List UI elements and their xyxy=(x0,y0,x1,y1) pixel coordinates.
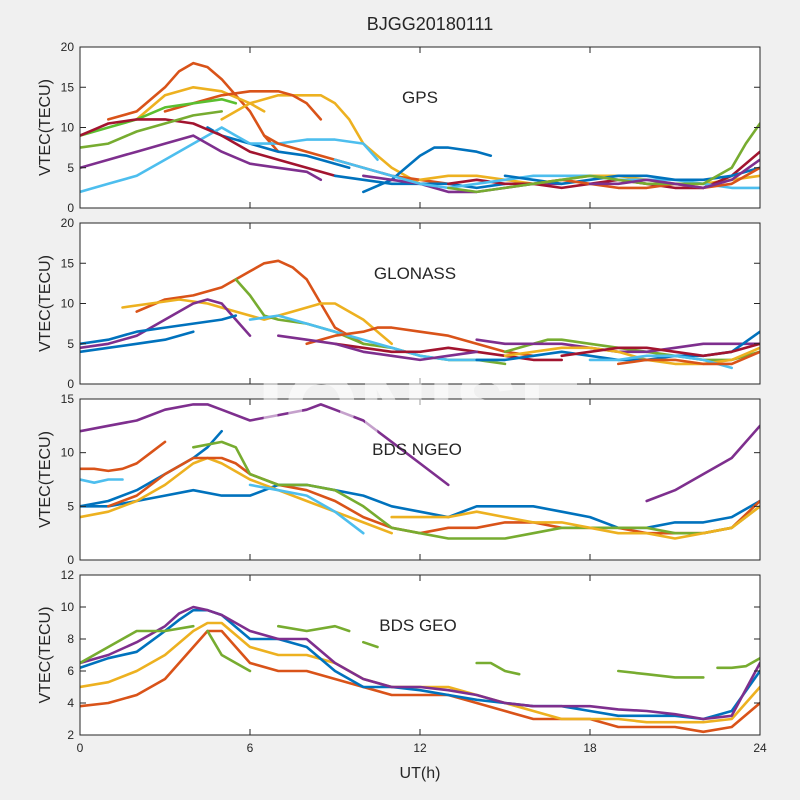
series-line-20 xyxy=(588,158,760,190)
plot-area xyxy=(80,47,760,208)
series-line-5 xyxy=(80,98,238,137)
series-line-8 xyxy=(192,440,760,540)
y-tick-label: 6 xyxy=(67,664,74,678)
series-line-7 xyxy=(362,640,379,649)
x-tick-label: 24 xyxy=(753,741,767,755)
series-line-8 xyxy=(475,661,521,676)
y-tick-label: 15 xyxy=(61,392,75,406)
watermark: IONISE xyxy=(257,354,582,461)
series-line-16 xyxy=(617,350,760,366)
y-tick-label: 15 xyxy=(61,80,75,94)
y-tick-label: 15 xyxy=(61,256,75,270)
series-line-7 xyxy=(80,134,323,182)
series-line-2 xyxy=(80,298,252,350)
series-line-2 xyxy=(80,440,167,473)
y-axis-label: VTEC(TECU) xyxy=(37,79,54,176)
y-axis-label: VTEC(TECU) xyxy=(37,607,54,704)
y-tick-label: 5 xyxy=(67,161,74,175)
y-tick-label: 4 xyxy=(67,696,74,710)
series-line-0 xyxy=(135,259,365,346)
series-line-9 xyxy=(617,669,705,679)
series-line-1 xyxy=(645,424,760,503)
y-tick-label: 10 xyxy=(61,297,75,311)
series-line-14 xyxy=(560,342,760,358)
y-tick-label: 10 xyxy=(61,600,75,614)
panel-label: GLONASS xyxy=(374,264,456,283)
series-line-6 xyxy=(248,314,507,362)
y-tick-label: 20 xyxy=(61,40,75,54)
panel-label: BDS GEO xyxy=(379,616,456,635)
panel-glonass: 0 5 10 15 20 VTEC(TECU) GLONASS xyxy=(37,216,761,391)
series-line-4 xyxy=(80,330,195,354)
series-line-4 xyxy=(80,624,195,665)
y-tick-label: 8 xyxy=(67,632,74,646)
series-line-19 xyxy=(447,122,760,194)
y-tick-label: 10 xyxy=(61,446,75,460)
y-tick-label: 5 xyxy=(67,499,74,513)
series-line-3 xyxy=(80,605,760,721)
series-line-1 xyxy=(121,298,393,346)
series-line-8 xyxy=(333,342,563,362)
series-line-6 xyxy=(80,126,379,194)
y-tick-label: 12 xyxy=(61,568,75,582)
series-line-3 xyxy=(80,314,238,346)
panel-label: GPS xyxy=(402,88,438,107)
y-tick-label: 20 xyxy=(61,216,75,230)
series-group xyxy=(80,403,760,540)
series-line-2 xyxy=(220,94,422,186)
y-tick-label: 0 xyxy=(67,377,74,391)
series-line-9 xyxy=(277,334,478,362)
plot-area xyxy=(80,575,760,735)
series-group xyxy=(80,605,760,734)
series-line-8 xyxy=(80,118,337,178)
series-line-9 xyxy=(248,483,365,535)
series-line-16 xyxy=(333,158,760,190)
panel-label: BDS NGEO xyxy=(372,440,462,459)
y-tick-label: 0 xyxy=(67,553,74,567)
series-line-3 xyxy=(80,478,124,484)
x-axis-label: UT(h) xyxy=(400,765,441,782)
series-group xyxy=(80,259,760,370)
series-line-0 xyxy=(80,403,450,487)
figure-title: BJGG20180111 xyxy=(367,14,493,34)
series-line-9 xyxy=(80,110,223,149)
x-tick-label: 0 xyxy=(77,741,84,755)
series-line-15 xyxy=(588,354,733,370)
y-tick-label: 2 xyxy=(67,728,74,742)
x-tick-label: 18 xyxy=(583,741,597,755)
series-line-10 xyxy=(716,656,760,670)
y-tick-label: 5 xyxy=(67,337,74,351)
series-line-0 xyxy=(107,61,280,153)
panel-bds-ngeo: 0 5 10 15 VTEC(TECU) BDS NGEO xyxy=(37,392,761,567)
y-axis-label: VTEC(TECU) xyxy=(37,431,54,528)
series-line-10 xyxy=(390,505,760,540)
series-line-1 xyxy=(135,86,266,121)
panel-gps: 0 5 10 15 20 VTEC(TECU) GPS xyxy=(37,40,761,215)
y-tick-label: 10 xyxy=(61,121,75,135)
series-line-5 xyxy=(206,629,252,673)
y-axis-label: VTEC(TECU) xyxy=(37,255,54,352)
series-group xyxy=(80,61,760,194)
series-line-18 xyxy=(532,166,760,190)
x-tick-label: 6 xyxy=(247,741,254,755)
y-tick-label: 0 xyxy=(67,201,74,215)
series-line-6 xyxy=(277,624,351,633)
series-line-0 xyxy=(80,629,760,734)
series-line-7 xyxy=(305,326,535,358)
series-line-12 xyxy=(503,346,760,366)
x-tick-label: 12 xyxy=(413,741,427,755)
